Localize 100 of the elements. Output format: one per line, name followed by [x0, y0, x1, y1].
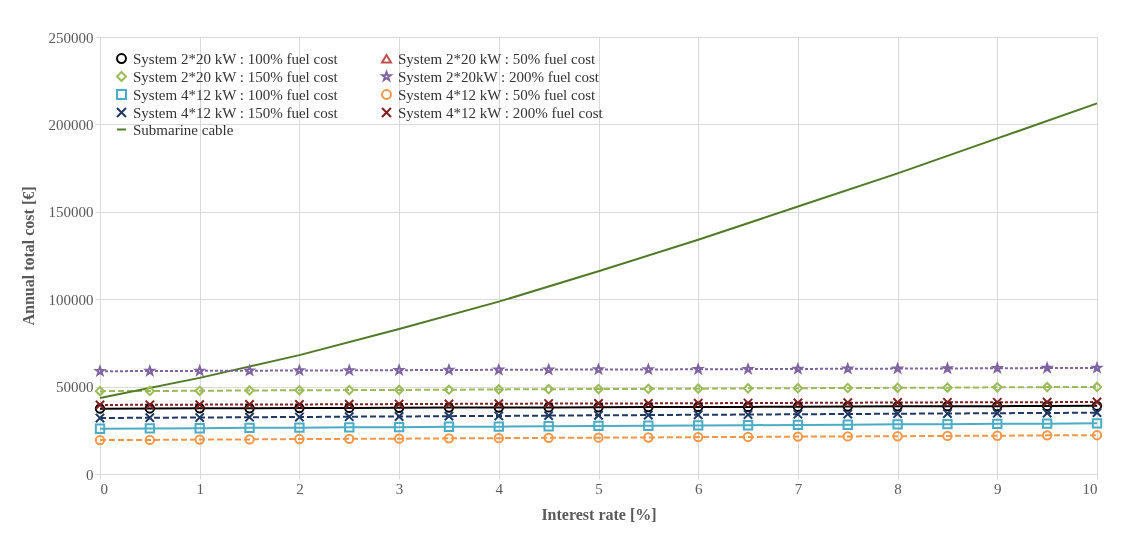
point [892, 408, 903, 419]
point [693, 431, 704, 443]
legend-label: System 4*12 kW : 150% fuel cost [133, 104, 339, 121]
y-tick-label: 100000 [48, 291, 94, 308]
point [493, 432, 504, 444]
point [942, 430, 953, 442]
point [992, 418, 1003, 430]
x-axis-title: Interest rate [%] [541, 505, 657, 523]
point [892, 397, 903, 408]
legend-label: System 4*12 kW : 50% fuel cost [398, 86, 597, 103]
point [892, 401, 903, 412]
point [294, 399, 305, 410]
point [593, 398, 604, 409]
point [842, 419, 853, 430]
point [94, 399, 106, 411]
point [543, 432, 554, 443]
point [842, 382, 853, 394]
point [194, 403, 205, 414]
point [643, 383, 654, 395]
point [194, 399, 205, 410]
point [294, 385, 305, 396]
point [742, 431, 754, 443]
x-tick-label: 5 [595, 480, 603, 497]
y-tick-label: 250000 [48, 29, 94, 46]
point [443, 410, 455, 422]
point [792, 397, 804, 409]
point [792, 431, 804, 442]
y-tick-label: 0 [86, 466, 94, 483]
point [244, 422, 255, 434]
point [1091, 400, 1103, 411]
point [593, 432, 604, 443]
point [693, 398, 704, 409]
x-tick-label: 1 [196, 480, 204, 497]
point [1041, 407, 1053, 419]
point [643, 398, 654, 409]
point [992, 401, 1003, 412]
point [344, 384, 355, 396]
point [942, 419, 953, 430]
point [1091, 418, 1103, 429]
point [94, 403, 106, 414]
point [294, 422, 305, 433]
point [892, 419, 903, 430]
point [94, 385, 106, 397]
legend-label: System 4*12 kW : 200% fuel cost [398, 104, 604, 121]
legend-label: System 2*20kW : 200% fuel cost [398, 68, 600, 85]
y-tick-label: 200000 [48, 116, 94, 133]
x-tick-label: 9 [994, 480, 1002, 497]
point [1041, 418, 1053, 429]
point [393, 421, 405, 433]
point [593, 410, 604, 421]
x-tick-label: 0 [100, 480, 108, 497]
point [1091, 430, 1103, 441]
point [792, 401, 804, 412]
point [1091, 396, 1103, 408]
point [144, 412, 156, 423]
point [992, 397, 1003, 408]
point [144, 434, 156, 446]
point [842, 408, 853, 420]
point [992, 407, 1003, 419]
point [393, 384, 405, 396]
y-axis-title: Annual total cost [€] [19, 186, 37, 326]
point [1041, 381, 1053, 393]
point [493, 384, 504, 395]
point [1091, 381, 1103, 393]
point [144, 385, 156, 397]
point [1041, 400, 1053, 412]
point [443, 384, 455, 395]
point [942, 401, 953, 412]
x-tick-label: 2 [296, 480, 304, 497]
point [344, 433, 355, 445]
x-tick-label: 6 [694, 480, 703, 497]
point [344, 402, 355, 414]
point [493, 421, 504, 432]
point [344, 399, 355, 410]
point [543, 410, 554, 421]
point [693, 401, 704, 413]
point [1091, 407, 1103, 418]
point [942, 397, 953, 408]
x-tick-label: 4 [495, 480, 504, 497]
y-tick-label: 50000 [56, 379, 94, 396]
point [643, 432, 654, 443]
legend-label: Submarine cable [133, 121, 234, 138]
point [443, 398, 455, 410]
point [593, 420, 604, 432]
point [294, 402, 305, 414]
point [742, 420, 754, 431]
point [742, 401, 754, 413]
point [842, 401, 853, 412]
legend-label: System 2*20 kW : 100% fuel cost [133, 50, 339, 67]
point [643, 420, 654, 431]
legend-label: System 2*20 kW : 150% fuel cost [133, 68, 339, 85]
point [194, 423, 205, 434]
point [244, 385, 255, 396]
point [144, 423, 156, 434]
point [194, 434, 205, 445]
point [393, 411, 405, 422]
point [543, 402, 554, 413]
point [942, 408, 953, 419]
point [892, 382, 903, 394]
point [742, 383, 754, 394]
